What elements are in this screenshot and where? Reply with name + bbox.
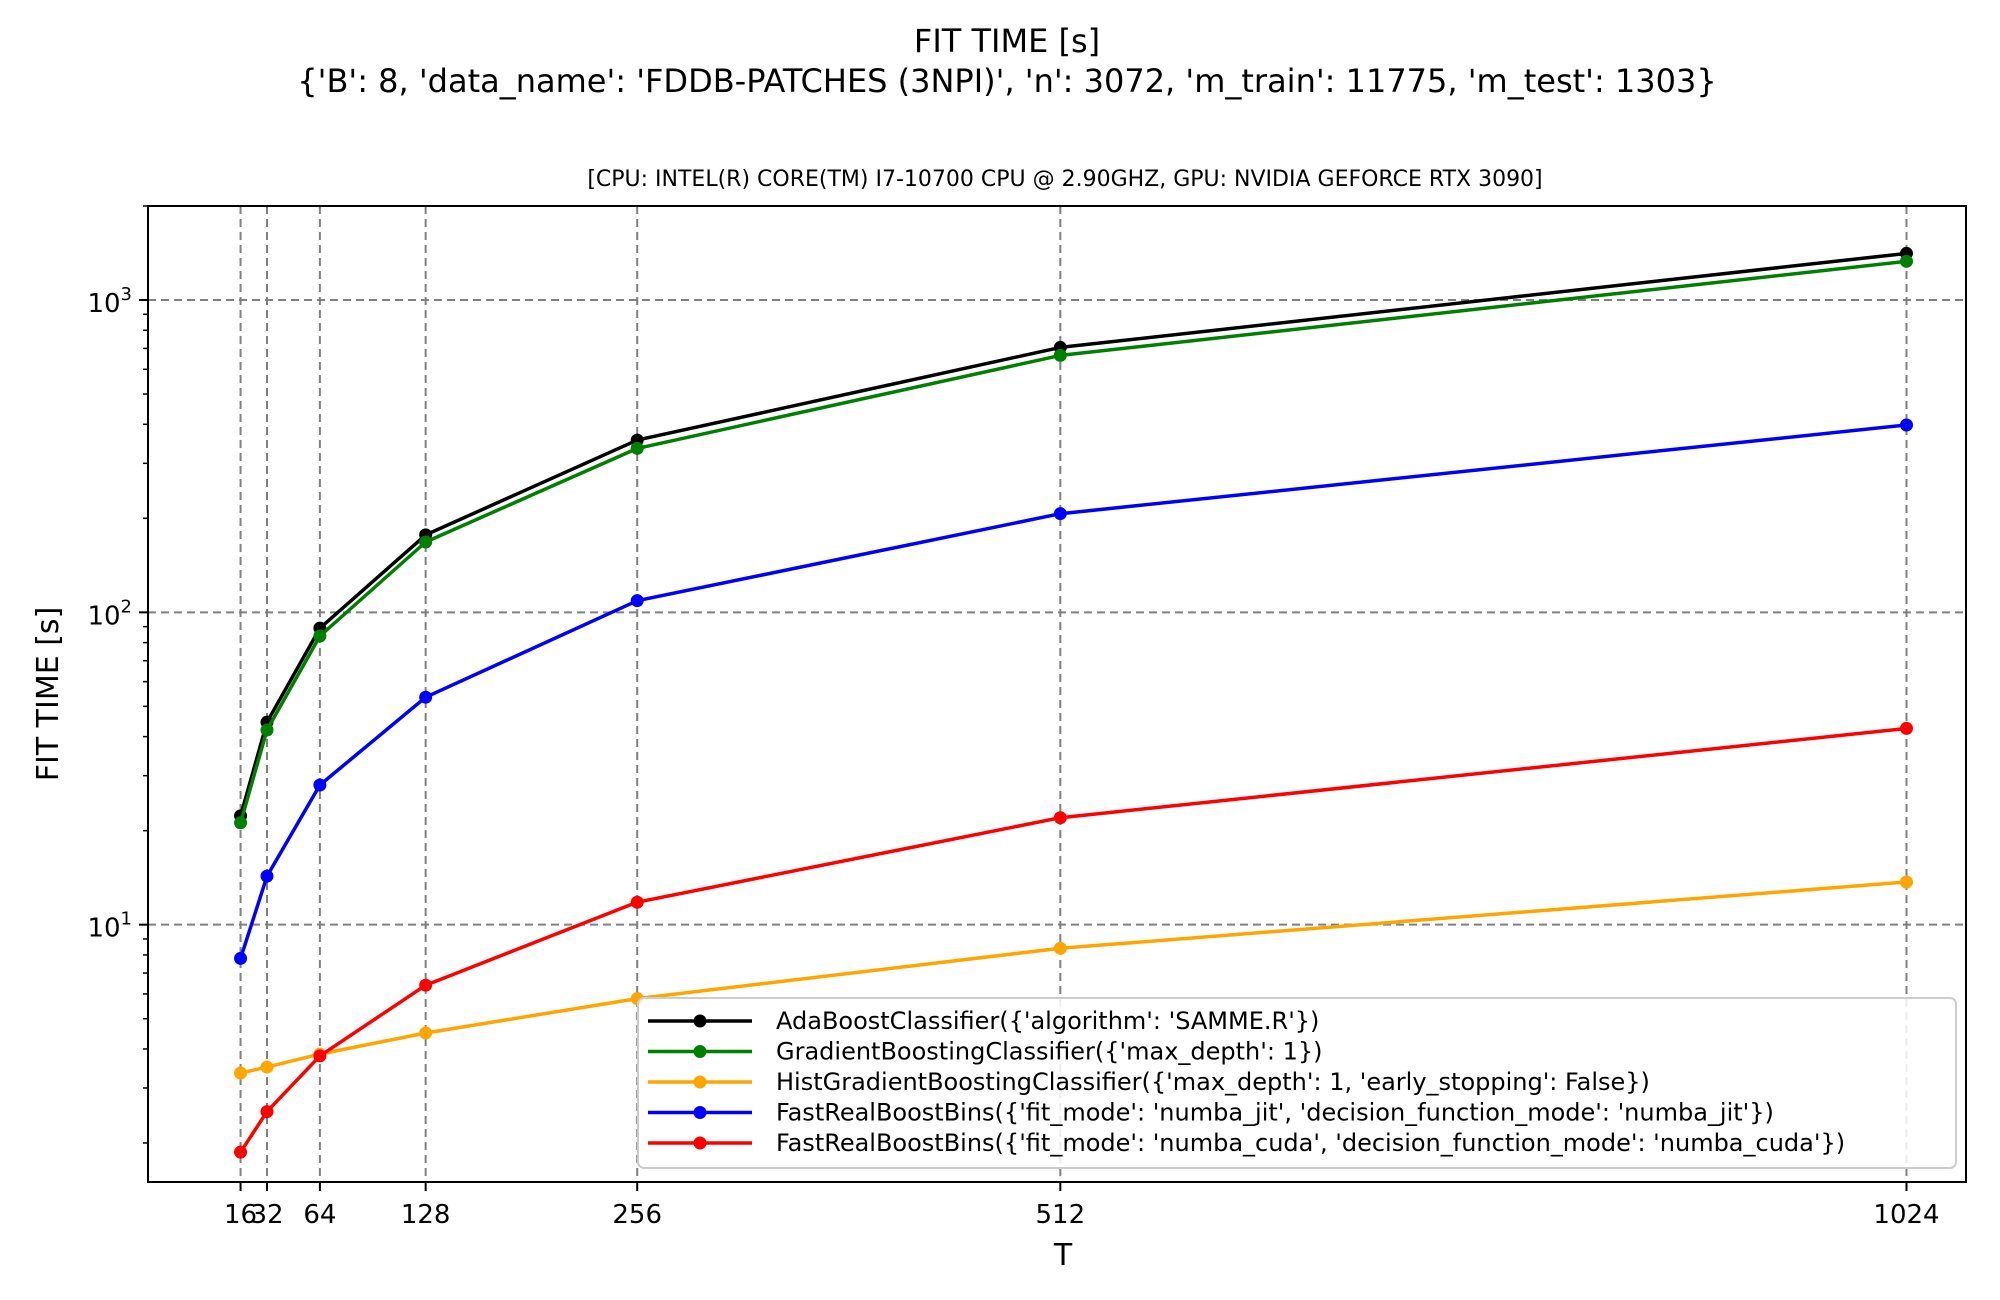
legend-marker	[693, 1106, 707, 1119]
x-tick-label: 128	[401, 1200, 451, 1230]
data-point	[1900, 721, 1914, 735]
legend-marker	[693, 1136, 707, 1150]
data-point	[234, 1145, 248, 1159]
data-point	[1053, 941, 1067, 955]
legend-marker	[693, 1014, 707, 1028]
data-point	[313, 1049, 327, 1063]
data-point	[419, 1026, 433, 1040]
series-line	[238, 251, 1907, 817]
data-point	[419, 690, 433, 704]
legend-marker	[693, 1075, 707, 1089]
data-point	[419, 535, 433, 549]
legend-marker	[693, 1045, 707, 1058]
data-point	[260, 1060, 274, 1074]
x-tick-label: 64	[303, 1200, 336, 1230]
plot-area-frame	[147, 205, 1967, 1183]
y-axis-label: FIT TIME [s]	[31, 607, 66, 782]
data-point	[1053, 348, 1067, 362]
x-axis-label: T	[1053, 1238, 1073, 1273]
x-tick-label: 256	[612, 1200, 662, 1230]
y-tick-label: 101	[87, 909, 132, 944]
series-layer	[234, 246, 1914, 1159]
data-point	[260, 723, 274, 737]
data-point	[1900, 418, 1914, 432]
chart-title: FIT TIME [s]	[914, 22, 1100, 60]
legend: AdaBoostClassifier({'algorithm': 'SAMME.…	[637, 997, 1957, 1169]
data-point	[234, 816, 248, 830]
chart-subtitle: [CPU: INTEL(R) CORE(TM) I7-10700 CPU @ 2…	[587, 167, 1542, 192]
data-point	[1900, 254, 1914, 268]
x-tick-label: 1024	[1873, 1200, 1939, 1230]
data-point	[630, 594, 644, 608]
y-tick-label: 102	[87, 596, 132, 631]
legend-box	[637, 997, 1957, 1169]
data-point	[313, 778, 327, 792]
data-point	[1053, 507, 1067, 521]
data-point	[313, 629, 327, 643]
legend-label: FastRealBoostBins({'fit_mode': 'numba_cu…	[776, 1129, 1845, 1157]
data-point	[260, 1105, 274, 1119]
x-tick-label: 32	[250, 1200, 283, 1230]
data-point	[260, 869, 274, 883]
data-point	[234, 951, 248, 965]
x-tick-label: 512	[1035, 1200, 1085, 1230]
legend-label: AdaBoostClassifier({'algorithm': 'SAMME.…	[776, 1007, 1319, 1035]
chart-title-parameters: {'B': 8, 'data_name': 'FDDB-PATCHES (3NP…	[297, 62, 1716, 100]
data-point	[1053, 811, 1067, 825]
data-point	[234, 1066, 248, 1080]
legend-label: HistGradientBoostingClassifier({'max_dep…	[776, 1068, 1650, 1096]
legend-label: GradientBoostingClassifier({'max_depth':…	[776, 1038, 1322, 1066]
x-tick-label: 16	[224, 1200, 257, 1230]
y-tick-label: 103	[87, 284, 132, 319]
grid-lines	[148, 206, 1966, 1182]
data-point	[630, 895, 644, 909]
data-point	[1900, 875, 1914, 889]
data-point	[630, 441, 644, 455]
legend-label: FastRealBoostBins({'fit_mode': 'numba_ji…	[776, 1099, 1774, 1127]
data-point	[419, 978, 433, 992]
